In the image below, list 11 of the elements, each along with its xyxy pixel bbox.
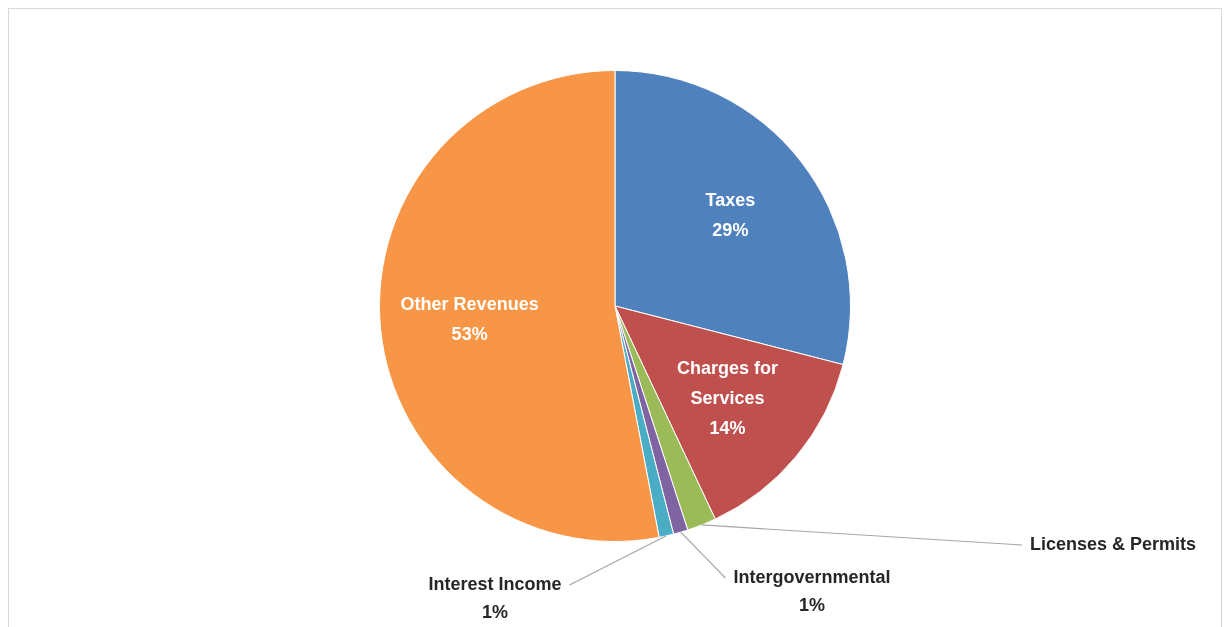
slice-label: Interest Income — [428, 573, 562, 594]
data-label: 53% — [451, 323, 488, 344]
data-label: 14% — [709, 418, 746, 439]
data-label: 1% — [798, 594, 826, 615]
slice-label: Intergovernmental — [733, 566, 891, 587]
data-label: 29% — [712, 220, 749, 241]
slice-label: Licenses & Permits — [1030, 533, 1197, 554]
slice-label: Taxes — [705, 190, 756, 211]
slice-label: Charges for Services — [676, 358, 779, 409]
data-label: 1% — [481, 601, 509, 622]
slice-label: Other Revenues — [400, 293, 539, 314]
